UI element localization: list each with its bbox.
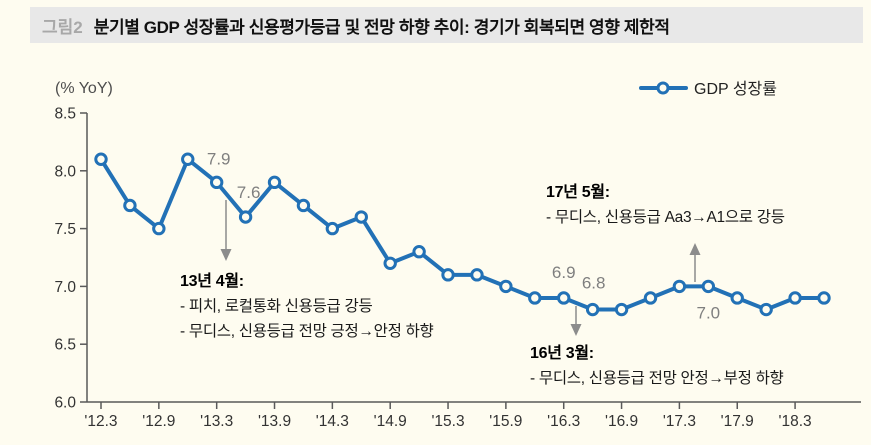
y-axis-unit-label: (% YoY) — [55, 80, 113, 97]
figure-title: 분기별 GDP 성장률과 신용평가등급 및 전망 하향 추이: 경기가 회복되면… — [93, 17, 670, 37]
data-point-value-label: 7.9 — [207, 149, 231, 168]
figure-tag: 그림2 — [42, 17, 83, 37]
data-point-value-label: 7.0 — [696, 303, 720, 322]
x-axis-tick-label: '17.3 — [663, 413, 696, 430]
y-axis-tick-label: 7.0 — [54, 279, 76, 296]
data-point-marker — [817, 291, 831, 305]
data-point-marker — [267, 175, 282, 190]
data-point-marker — [470, 268, 484, 282]
x-axis-tick-label: '16.3 — [547, 413, 580, 430]
data-point-marker — [730, 291, 744, 305]
data-point-marker — [94, 152, 108, 166]
y-axis-tick-label: 6.5 — [54, 337, 76, 354]
data-point-marker — [585, 302, 600, 317]
chart-plot-area: 6.0 6.5 7.0 7.5 8.0 8.5 '12.3 '12.9 '13.3 '13.9 '1… — [54, 106, 861, 430]
annotation-arrow-head — [220, 249, 232, 261]
x-axis-tick-label: '16.9 — [605, 413, 638, 430]
data-point-marker — [701, 279, 716, 294]
y-axis-tick-label: 6.0 — [54, 395, 76, 412]
data-point-marker — [209, 175, 224, 190]
annotation-2016-mar: 16년 3월: - 무디스, 신용등급 전망 안정→부정 하향 — [530, 341, 784, 391]
data-point-marker — [238, 210, 253, 224]
legend-marker-icon — [656, 81, 670, 95]
x-axis-tick-label: '18.3 — [779, 413, 812, 430]
annotation-arrow-head — [689, 243, 701, 255]
data-point-marker — [759, 302, 773, 317]
annotation-title: 13년 4월: — [180, 273, 244, 290]
data-point-marker — [181, 152, 195, 166]
annotation-title: 16년 3월: — [530, 345, 594, 362]
data-point-marker — [354, 210, 368, 224]
data-point-value-label: 6.9 — [552, 263, 576, 282]
x-axis-tick-label: '15.9 — [489, 413, 522, 430]
annotation-line: - 무디스, 신용등급 전망 안정→부정 하향 — [530, 370, 784, 387]
chart-legend: GDP 성장률 — [639, 80, 777, 98]
x-axis-tick-label: '13.9 — [258, 413, 291, 430]
data-point-marker — [412, 245, 426, 259]
annotation-line: - 무디스, 신용등급 Aa3→A1으로 강등 — [546, 209, 785, 226]
data-point-marker — [643, 291, 658, 305]
data-point-marker — [557, 291, 571, 305]
x-axis-tick-label: '17.9 — [721, 413, 754, 430]
y-axis-tick-label: 8.0 — [54, 163, 76, 180]
data-point-marker — [499, 279, 513, 294]
x-axis-tick-label: '12.9 — [142, 413, 175, 430]
x-axis-tick-label: '13.3 — [200, 413, 233, 430]
annotation-title: 17년 5월: — [546, 184, 610, 201]
data-point-marker — [296, 198, 311, 213]
y-axis-tick-label: 7.5 — [54, 221, 76, 238]
legend-label: GDP 성장률 — [694, 80, 777, 98]
annotation-line: - 무디스, 신용등급 전망 긍정→안정 하향 — [180, 323, 434, 340]
x-axis-tick-label: '15.3 — [431, 413, 464, 430]
data-point-marker — [788, 291, 802, 305]
x-axis-tick-label: '14.9 — [374, 413, 407, 430]
data-point-value-label: 6.8 — [582, 274, 606, 293]
data-point-marker — [441, 268, 455, 282]
data-point-marker — [614, 302, 629, 317]
data-point-value-label: 7.6 — [237, 183, 261, 202]
annotation-arrow-head — [570, 324, 582, 336]
y-axis-tick-label: 8.5 — [54, 106, 76, 123]
annotation-line: - 피치, 로컬통화 신용등급 강등 — [180, 298, 373, 315]
data-point-marker — [325, 221, 340, 236]
x-axis-tick-label: '12.3 — [84, 413, 117, 430]
data-point-marker — [152, 221, 166, 236]
data-point-marker — [672, 279, 687, 294]
annotation-2017-may: 17년 5월: - 무디스, 신용등급 Aa3→A1으로 강등 — [546, 180, 785, 230]
figure-title-bar: 그림2 분기별 GDP 성장률과 신용평가등급 및 전망 하향 추이: 경기가 … — [30, 7, 863, 43]
x-axis-tick-label: '14.3 — [316, 413, 349, 430]
data-point-marker — [123, 198, 137, 213]
data-point-marker — [528, 291, 542, 305]
annotation-2013-apr: 13년 4월: - 피치, 로컬통화 신용등급 강등 - 무디스, 신용등급 전… — [180, 269, 434, 344]
data-point-marker — [383, 256, 397, 270]
